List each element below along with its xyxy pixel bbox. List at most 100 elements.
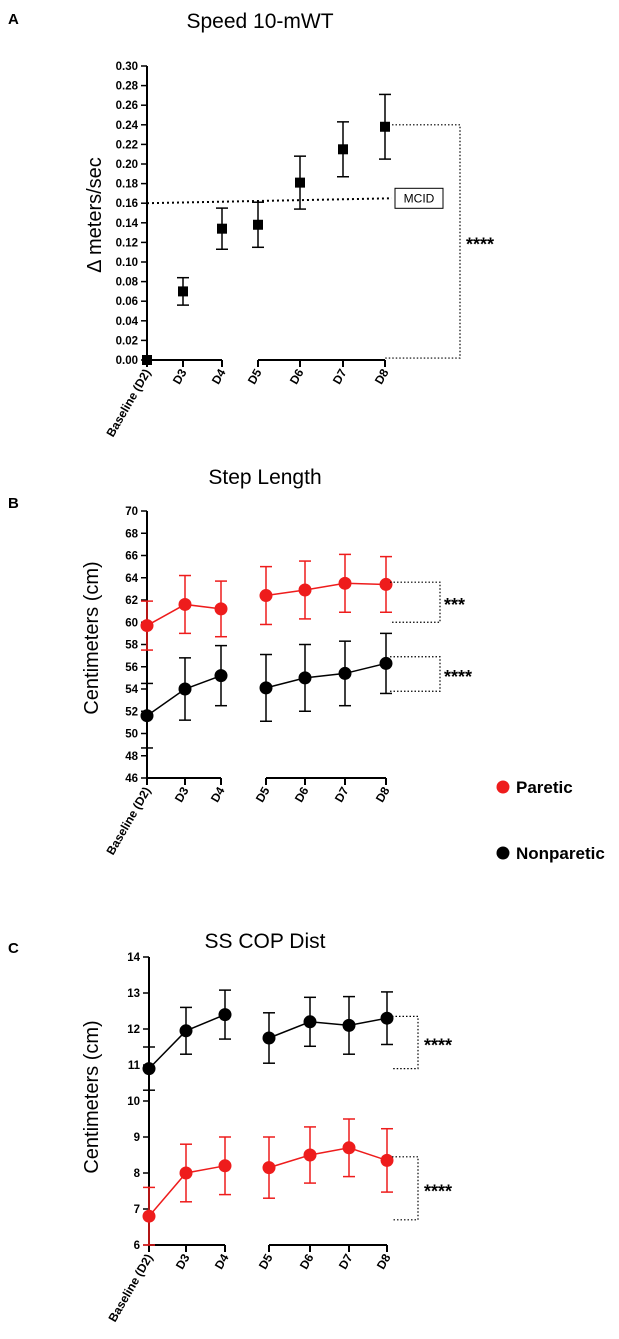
panel-c-significance-label: **** bbox=[424, 1036, 452, 1056]
panel-c-x-tick-label: D8 bbox=[374, 1251, 394, 1272]
panel-a-series-speed-point bbox=[295, 177, 305, 188]
panel-a-y-tick-label: 0.08 bbox=[116, 277, 139, 289]
panel-c-series-paretic-line bbox=[268, 1147, 388, 1169]
panel-b-letter: B bbox=[8, 495, 19, 512]
legend-paretic-label: Paretic bbox=[516, 778, 573, 797]
panel-c-significance-bracket bbox=[392, 1156, 419, 1221]
panel-a-x-tick-label: D3 bbox=[170, 366, 190, 387]
panel-b-x-tick-label: D3 bbox=[172, 784, 192, 805]
panel-a-ylabel: Δ meters/sec bbox=[84, 157, 106, 273]
panel-b-y-tick-label: 46 bbox=[125, 773, 138, 785]
panel-b-y-tick-label: 58 bbox=[125, 640, 138, 652]
panel-b-significance-bracket bbox=[390, 581, 441, 623]
panel-c-ylabel: Centimeters (cm) bbox=[81, 1020, 103, 1173]
panel-b-y-tick-label: 68 bbox=[125, 528, 138, 540]
panel-a-y-tick-label: 0.14 bbox=[116, 218, 139, 230]
panel-b-y-tick-label: 70 bbox=[125, 506, 138, 518]
panel-c-series-paretic-point bbox=[218, 1159, 232, 1173]
panel-c-significance-label: **** bbox=[424, 1181, 452, 1201]
panel-b-x-tick-label: D8 bbox=[373, 784, 393, 805]
panel-c-x-tick-label: D7 bbox=[336, 1251, 356, 1272]
panel-c-series-nonparetic-line bbox=[268, 1017, 388, 1039]
panel-a-mcid-box bbox=[394, 187, 444, 209]
panel-c-y-tick-label: 9 bbox=[134, 1132, 140, 1144]
panel-c-series-nonparetic-point bbox=[218, 1008, 232, 1022]
panel-a-series-speed-point bbox=[253, 219, 263, 230]
panel-c-y-tick-label: 11 bbox=[128, 1060, 141, 1072]
panel-b-x-tick-label: D7 bbox=[332, 784, 352, 805]
panel-b-y-tick-label: 56 bbox=[125, 662, 138, 674]
panel-b-series-paretic-point bbox=[140, 619, 154, 633]
panel-a-y-tick-label: 0.06 bbox=[116, 296, 138, 308]
panel-a-x-tick-label: D5 bbox=[245, 366, 265, 387]
panel-b-y-tick-label: 54 bbox=[125, 684, 138, 696]
panel-b-series-paretic-point bbox=[259, 589, 273, 603]
panel-b-series-nonparetic-point bbox=[338, 666, 352, 680]
legend: Paretic Nonparetic bbox=[496, 778, 605, 863]
panel-a-y-tick-label: 0.30 bbox=[116, 61, 138, 73]
panel-c: C SS COP Dist Centimeters (cm) 6 7 8 9 10 11 1… bbox=[8, 930, 452, 1324]
panel-c-x-tick-label: D3 bbox=[173, 1251, 193, 1272]
panel-c-letter: C bbox=[8, 940, 19, 957]
panel-b: B Step Length Centimeters (cm) 46 48 50 52 5… bbox=[8, 466, 472, 857]
panel-b-y-tick-label: 50 bbox=[125, 729, 138, 741]
panel-b-series-paretic-point bbox=[338, 576, 352, 590]
panel-a-x-tick-label: D7 bbox=[330, 366, 350, 387]
panel-a-y-tick-label: 0.20 bbox=[116, 159, 138, 171]
panel-c-x-tick-label: D4 bbox=[212, 1251, 232, 1272]
panel-b-series-paretic-point bbox=[379, 577, 393, 591]
panel-a-significance-label: **** bbox=[466, 234, 494, 254]
panel-c-y-tick-label: 7 bbox=[134, 1204, 140, 1216]
legend-nonparetic-label: Nonparetic bbox=[516, 844, 605, 863]
panel-c-series-nonparetic-point bbox=[262, 1031, 276, 1045]
panel-a-letter: A bbox=[8, 11, 19, 28]
panel-a-y-tick-label: 0.12 bbox=[116, 237, 138, 249]
panel-b-series-nonparetic-point bbox=[178, 682, 192, 696]
panel-c-title: SS COP Dist bbox=[205, 930, 326, 953]
panel-a-y-tick-label: 0.24 bbox=[116, 120, 139, 132]
panel-b-series-nonparetic-point bbox=[259, 681, 273, 695]
panel-b-y-tick-label: 64 bbox=[125, 573, 138, 585]
panel-b-significance-label: **** bbox=[444, 667, 472, 687]
panel-a-series-speed-point bbox=[338, 144, 348, 155]
panel-b-significance-bracket bbox=[390, 656, 441, 692]
panel-b-series-nonparetic-point bbox=[214, 669, 228, 683]
panel-b-x-tick-label: D4 bbox=[208, 784, 228, 805]
panel-c-series-paretic-point bbox=[179, 1166, 193, 1180]
panel-a-x-tick-label: D4 bbox=[209, 366, 229, 387]
panel-a-y-tick-label: 0.00 bbox=[116, 355, 138, 367]
panel-c-series-paretic-point bbox=[303, 1148, 317, 1162]
panel-b-series-paretic-point bbox=[214, 602, 228, 616]
panel-b-title: Step Length bbox=[208, 466, 321, 489]
panel-a-x-tick-label: D6 bbox=[287, 366, 307, 387]
panel-c-y-tick-label: 12 bbox=[127, 1024, 140, 1036]
panel-a-mcid-line bbox=[146, 197, 393, 205]
panel-a-significance-bracket bbox=[385, 124, 461, 359]
panel-a-y-tick-label: 0.26 bbox=[116, 100, 138, 112]
panel-a: A Speed 10-mWT Δ meters/sec 0.00 0.02 0.04… bbox=[8, 10, 494, 439]
panel-b-series-nonparetic-line bbox=[146, 674, 222, 717]
panel-c-series-nonparetic-point bbox=[380, 1011, 394, 1025]
panel-c-series-paretic-point bbox=[342, 1141, 356, 1155]
panel-c-series-nonparetic-point bbox=[142, 1062, 156, 1076]
panel-a-series-speed-point bbox=[380, 121, 390, 132]
panel-b-series-paretic-point bbox=[178, 597, 192, 611]
panel-c-y-tick-label: 14 bbox=[127, 952, 140, 964]
panel-c-series-nonparetic-line bbox=[148, 1013, 226, 1070]
panel-b-significance-label: *** bbox=[444, 595, 465, 615]
panel-b-series-paretic-point bbox=[298, 583, 312, 597]
panel-a-series-speed-point bbox=[178, 286, 188, 297]
panel-a-y-tick-label: 0.22 bbox=[116, 139, 138, 151]
panel-b-series-paretic-line bbox=[265, 582, 387, 597]
panel-b-x-tick-label: D6 bbox=[292, 784, 312, 805]
panel-a-y-tick-label: 0.04 bbox=[116, 316, 139, 328]
panel-c-y-tick-label: 13 bbox=[127, 988, 140, 1000]
panel-a-series-speed-point bbox=[217, 223, 227, 234]
panel-a-y-tick-label: 0.28 bbox=[116, 81, 139, 93]
panel-c-series-nonparetic-point bbox=[179, 1024, 193, 1038]
panel-c-series-paretic-point bbox=[380, 1153, 394, 1167]
panel-b-x-tick-label: D5 bbox=[253, 784, 273, 805]
panel-b-ylabel: Centimeters (cm) bbox=[81, 561, 103, 714]
panel-b-series-nonparetic-point bbox=[379, 656, 393, 670]
